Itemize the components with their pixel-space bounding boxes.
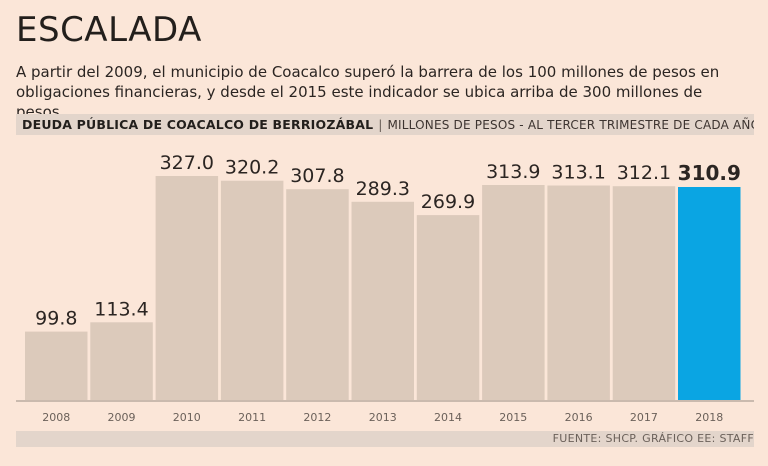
bar-2015: [482, 185, 545, 400]
value-label-2018: 310.9: [678, 161, 741, 185]
source-note: FUENTE: SHCP. GRÁFICO EE: STAFF: [552, 432, 754, 445]
value-label-2014: 269.9: [421, 191, 475, 213]
bar-2016: [547, 185, 610, 400]
x-tick-2011: 2011: [238, 411, 266, 424]
value-label-2013: 289.3: [356, 178, 410, 200]
footer-band: [16, 431, 754, 447]
value-label-2016: 313.1: [551, 162, 605, 184]
bar-2009: [90, 322, 153, 400]
bar-2010: [155, 176, 219, 400]
chart-title-band: DEUDA PÚBLICA DE COACALCO DE BERRIOZÁBAL…: [16, 114, 754, 135]
bar-2014: [416, 215, 480, 400]
x-tick-2009: 2009: [108, 411, 136, 424]
bar-2017: [612, 186, 676, 400]
bar-2008: [25, 331, 88, 400]
x-tick-2013: 2013: [369, 411, 397, 424]
page-title: ESCALADA: [16, 10, 202, 50]
x-tick-2008: 2008: [42, 411, 70, 424]
x-tick-2018: 2018: [695, 411, 723, 424]
x-tick-2017: 2017: [630, 411, 658, 424]
x-tick-2016: 2016: [565, 411, 593, 424]
bar-2012: [286, 189, 349, 400]
subtitle: A partir del 2009, el municipio de Coaca…: [16, 63, 720, 121]
value-label-2010: 327.0: [160, 152, 214, 174]
x-tick-2010: 2010: [173, 411, 201, 424]
value-label-2017: 312.1: [617, 162, 671, 184]
units-label: MILLONES DE PESOS - AL TERCER TRIMESTRE …: [387, 117, 754, 132]
value-label-2012: 307.8: [290, 165, 344, 187]
bar-2018: [678, 187, 741, 400]
x-tick-2012: 2012: [303, 411, 331, 424]
chart-title: DEUDA PÚBLICA DE COACALCO DE BERRIOZÁBAL: [22, 117, 374, 132]
title-separator: |: [378, 117, 383, 132]
value-label-2009: 113.4: [94, 298, 148, 320]
x-tick-2015: 2015: [499, 411, 527, 424]
value-label-2015: 313.9: [486, 161, 540, 183]
bar-2011: [220, 180, 284, 400]
bar-2013: [351, 201, 414, 400]
value-label-2008: 99.8: [35, 308, 77, 330]
value-label-2011: 320.2: [225, 157, 279, 179]
x-tick-2014: 2014: [434, 411, 462, 424]
